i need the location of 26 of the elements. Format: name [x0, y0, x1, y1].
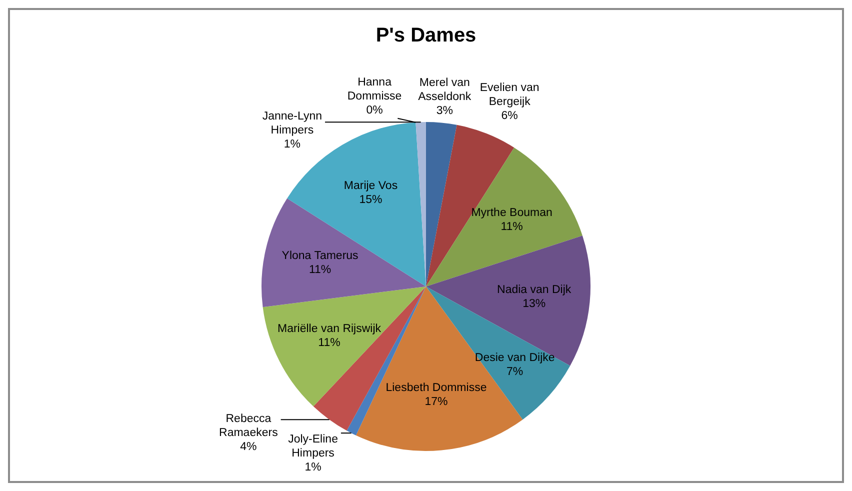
- slice-label: Rebecca Ramaekers: [219, 412, 278, 439]
- data-label: 1%: [284, 138, 300, 150]
- data-label: 1%: [304, 461, 322, 474]
- slice-label: Mariëlle van Rijswijk: [278, 322, 382, 335]
- data-label: 3%: [436, 105, 453, 118]
- slice-label: Joly-Eline Himpers: [288, 433, 338, 460]
- data-label: 15%: [359, 194, 382, 206]
- data-label: 11%: [500, 221, 523, 234]
- data-label: 4%: [240, 440, 257, 453]
- slice-label: Janne-Lynn Himpers: [262, 110, 322, 136]
- text: 0%: [366, 104, 383, 117]
- data-label: 13%: [522, 298, 546, 310]
- slice-label: Evelien van Bergeijk: [480, 82, 540, 108]
- data-label: 6%: [501, 110, 518, 122]
- slice-label: Myrthe Bouman: [471, 207, 552, 220]
- slice-label: Marije Vos: [344, 180, 398, 192]
- data-label: 7%: [506, 366, 524, 378]
- slice-label: Ylona Tamerus: [282, 250, 359, 262]
- slice-label: Merel van Asseldonk: [418, 77, 472, 104]
- data-label: 11%: [318, 336, 340, 349]
- slice-label: Nadia van Dijk: [497, 284, 572, 296]
- data-label: 17%: [424, 396, 448, 408]
- data-label: 11%: [308, 264, 332, 276]
- slice-label: Liesbeth Dommisse: [386, 382, 487, 394]
- chart-title: P's Dames: [376, 24, 476, 47]
- category-label: Hanna Dommisse: [347, 76, 402, 103]
